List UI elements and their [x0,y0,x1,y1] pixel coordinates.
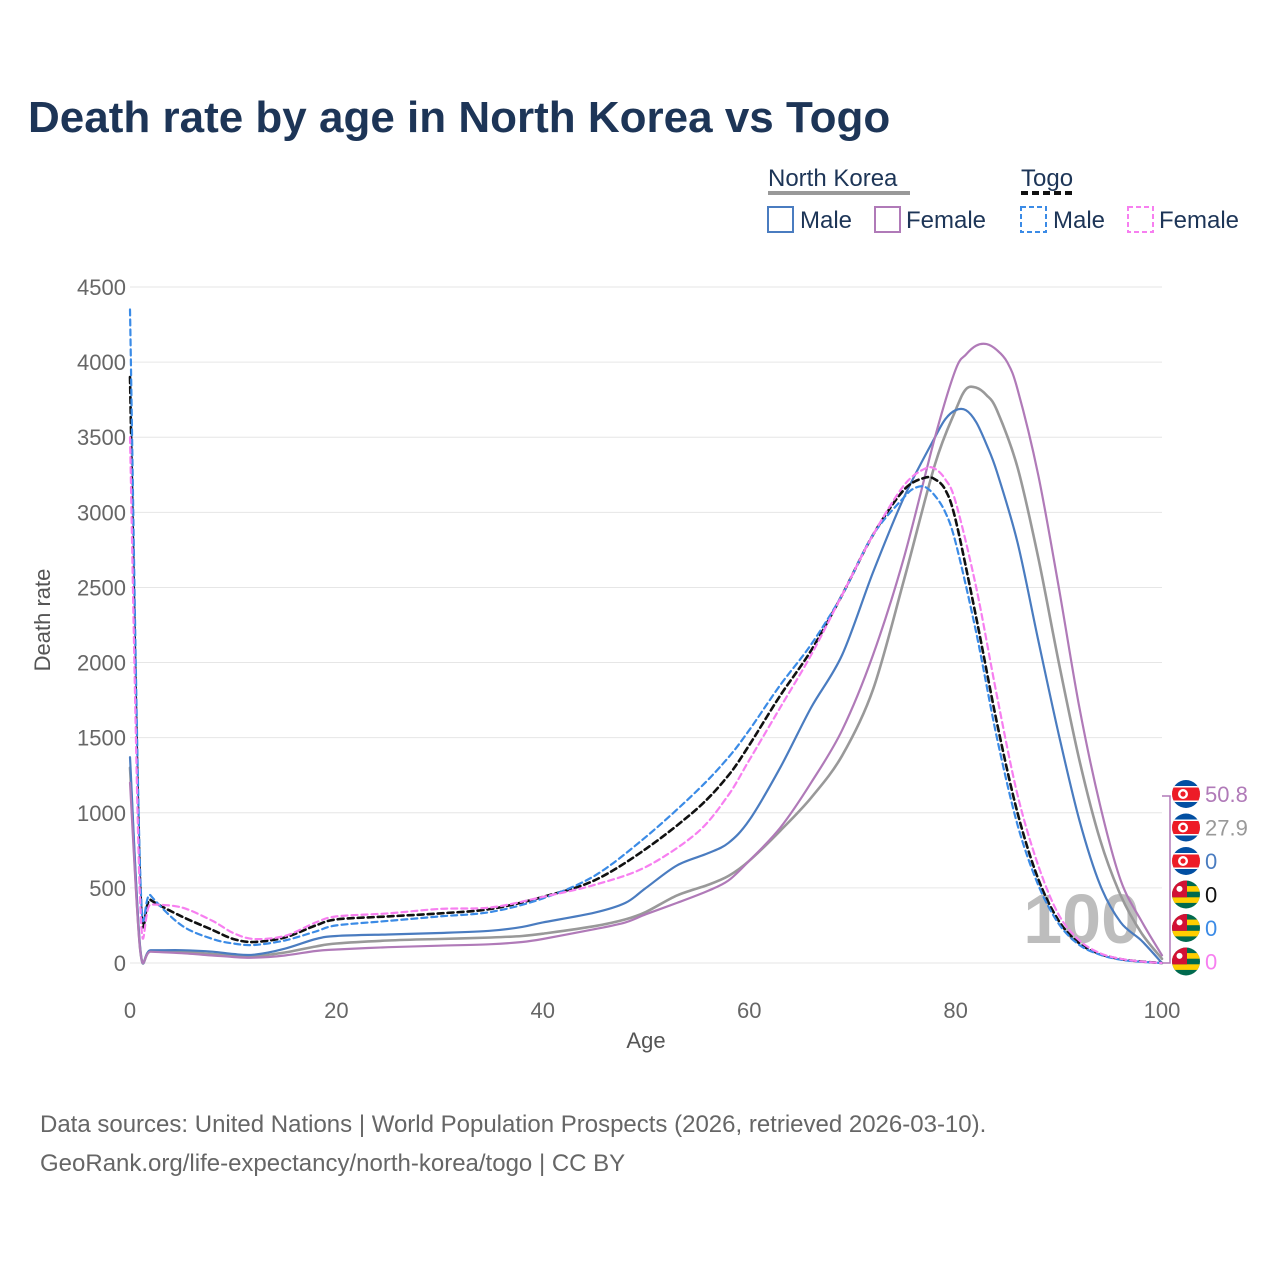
series-line-nk-total[interactable] [128,385,1164,965]
togo-flag-icon [1172,947,1200,976]
legend-togo-female-label[interactable]: Female [1159,207,1239,234]
gridlines [130,286,1162,964]
footer-source: Data sources: United Nations | World Pop… [40,1111,986,1138]
x-tick-label: 80 [943,998,967,1023]
y-tick-label: 2000 [77,651,126,676]
legend-group-north-korea[interactable]: North Korea [768,165,898,192]
footer-url[interactable]: GeoRank.org/life-expectancy/north-korea/… [40,1150,625,1177]
y-tick-label: 2500 [77,575,126,600]
y-axis-label: Death rate [30,569,55,672]
series-line-nk-female[interactable] [128,342,1164,965]
end-bracket [1162,795,1171,964]
end-value-label: 27.9 [1205,816,1248,841]
chart-title: Death rate by age in North Korea vs Togo [28,93,890,142]
end-value-label: 0 [1205,916,1217,941]
x-tick-label: 0 [124,998,136,1023]
north-korea-flag-icon [1172,847,1200,875]
y-axis-ticks: 0 500 1000 1500 2000 2500 3000 3500 4000 4500 [77,275,126,976]
series-lines [128,308,1164,965]
togo-flag-icon [1172,914,1200,942]
y-tick-label: 3500 [77,425,126,450]
x-tick-label: 40 [531,998,555,1023]
y-tick-label: 0 [114,951,126,976]
series-line-togo-male[interactable] [128,308,1164,965]
x-axis-label: Age [626,1028,665,1053]
togo-flag-icon [1172,880,1200,909]
end-value-label: 0 [1205,950,1217,975]
series-line-togo-total[interactable] [128,375,1164,965]
y-tick-label: 4000 [77,350,126,375]
legend-nk-female-swatch[interactable] [874,206,901,233]
y-tick-label: 1500 [77,726,126,751]
series-line-nk-male[interactable] [128,407,1164,965]
end-value-label: 0 [1205,883,1217,908]
end-labels: 50.8 27.9 0 0 0 0 [1172,780,1248,976]
legend-nk-male-swatch[interactable] [767,206,794,233]
y-tick-label: 1000 [77,801,126,826]
north-korea-flag-icon [1172,813,1200,842]
y-tick-label: 3000 [77,500,126,525]
legend-nk-male-label[interactable]: Male [800,207,852,234]
legend-group-togo[interactable]: Togo [1021,165,1073,192]
x-axis-ticks: 0 20 40 60 80 100 [124,998,1180,1023]
legend-togo-male-label[interactable]: Male [1053,207,1105,234]
legend-togo-male-swatch[interactable] [1020,206,1047,233]
legend-nk-female-label[interactable]: Female [906,207,986,234]
legend-togo-female-swatch[interactable] [1127,206,1154,233]
y-tick-label: 4500 [77,275,126,300]
x-tick-label: 20 [324,998,348,1023]
end-value-label: 0 [1205,849,1217,874]
x-tick-label: 60 [737,998,761,1023]
end-value-label: 50.8 [1205,782,1248,807]
north-korea-flag-icon [1172,780,1200,808]
series-line-togo-female[interactable] [128,436,1164,965]
y-tick-label: 500 [89,876,126,901]
legend: North Korea Male Female Togo Male Female [767,165,1239,234]
x-tick-label: 100 [1144,998,1181,1023]
